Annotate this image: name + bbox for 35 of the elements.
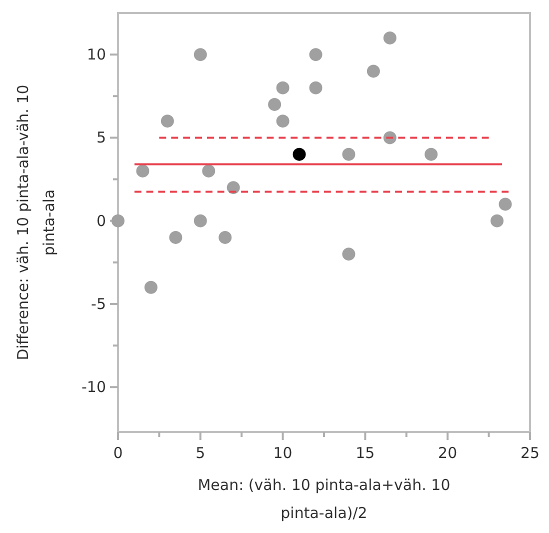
point — [144, 280, 158, 294]
point — [342, 148, 356, 161]
point — [490, 214, 504, 228]
point — [309, 81, 322, 94]
x-axis-title: Mean: (väh. 10 pinta-ala+väh. 10 pinta-ala)/2 — [198, 476, 450, 522]
y-tick-label: -5 — [91, 294, 106, 313]
point — [194, 48, 207, 62]
y-tick-label: 10 — [86, 46, 106, 64]
y-tick-label: 0 — [96, 212, 106, 230]
x-tick-label: 25 — [520, 444, 540, 462]
point — [276, 114, 290, 128]
y-tick-label: 5 — [96, 128, 106, 147]
point — [112, 214, 124, 228]
point — [268, 98, 282, 111]
y-axis-title: Difference: väh. 10 pinta-ala-väh. 10 pinta-ala — [14, 84, 58, 360]
x-tick-label: 10 — [273, 444, 292, 462]
point — [366, 64, 380, 78]
point — [424, 148, 438, 161]
point — [160, 114, 174, 128]
point — [383, 31, 396, 44]
point — [342, 248, 356, 261]
point — [276, 81, 290, 94]
point — [169, 230, 182, 244]
x-tick-label: 0 — [113, 444, 123, 462]
y-tick-label: -10 — [82, 378, 106, 396]
point — [194, 214, 207, 228]
x-tick-label: 15 — [356, 444, 375, 462]
point — [218, 230, 232, 244]
point — [292, 148, 306, 161]
point — [202, 164, 216, 178]
point — [136, 164, 150, 178]
point — [309, 48, 322, 62]
point — [498, 198, 512, 211]
x-tick-label: 5 — [196, 444, 206, 462]
x-tick-label: 20 — [438, 444, 458, 462]
